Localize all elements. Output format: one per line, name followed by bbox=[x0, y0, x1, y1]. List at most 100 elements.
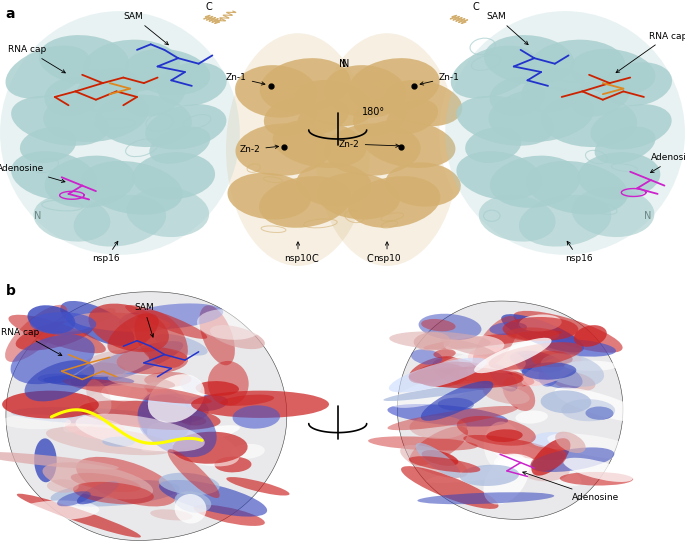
Ellipse shape bbox=[423, 331, 562, 350]
Text: C: C bbox=[366, 254, 373, 264]
Ellipse shape bbox=[197, 309, 262, 340]
Ellipse shape bbox=[295, 80, 373, 126]
Ellipse shape bbox=[11, 151, 97, 200]
Ellipse shape bbox=[519, 195, 611, 247]
Text: Zn-1: Zn-1 bbox=[226, 73, 265, 85]
Ellipse shape bbox=[90, 362, 125, 376]
Ellipse shape bbox=[17, 500, 99, 520]
Ellipse shape bbox=[47, 479, 79, 493]
Ellipse shape bbox=[145, 372, 192, 387]
Ellipse shape bbox=[460, 465, 519, 486]
Ellipse shape bbox=[384, 380, 512, 401]
Ellipse shape bbox=[564, 361, 617, 371]
Ellipse shape bbox=[125, 49, 210, 95]
Ellipse shape bbox=[134, 311, 188, 368]
Ellipse shape bbox=[46, 426, 175, 455]
Ellipse shape bbox=[484, 454, 529, 505]
Ellipse shape bbox=[484, 422, 523, 472]
Ellipse shape bbox=[541, 95, 637, 147]
Ellipse shape bbox=[456, 96, 554, 146]
Ellipse shape bbox=[73, 482, 154, 504]
Ellipse shape bbox=[150, 509, 192, 520]
Ellipse shape bbox=[236, 124, 332, 176]
Ellipse shape bbox=[549, 330, 595, 347]
Text: SAM: SAM bbox=[134, 303, 153, 337]
Text: C: C bbox=[206, 2, 212, 12]
Ellipse shape bbox=[510, 351, 564, 373]
Ellipse shape bbox=[590, 104, 672, 150]
Ellipse shape bbox=[484, 35, 574, 85]
Ellipse shape bbox=[11, 96, 109, 146]
Ellipse shape bbox=[62, 308, 116, 331]
Ellipse shape bbox=[368, 437, 477, 450]
Ellipse shape bbox=[523, 461, 570, 481]
Ellipse shape bbox=[324, 65, 407, 117]
Ellipse shape bbox=[17, 494, 141, 537]
Text: RNA cap: RNA cap bbox=[8, 45, 65, 73]
Ellipse shape bbox=[233, 406, 280, 429]
Ellipse shape bbox=[414, 332, 450, 351]
Text: Zn-2: Zn-2 bbox=[339, 140, 399, 148]
Ellipse shape bbox=[227, 173, 311, 219]
Ellipse shape bbox=[127, 187, 209, 237]
Ellipse shape bbox=[409, 367, 523, 388]
Ellipse shape bbox=[0, 5, 246, 261]
Ellipse shape bbox=[421, 381, 493, 421]
Ellipse shape bbox=[417, 492, 554, 504]
Ellipse shape bbox=[64, 417, 126, 439]
Ellipse shape bbox=[145, 104, 227, 150]
Ellipse shape bbox=[409, 456, 480, 473]
Ellipse shape bbox=[490, 77, 545, 116]
Ellipse shape bbox=[521, 355, 582, 386]
Ellipse shape bbox=[264, 98, 318, 136]
Ellipse shape bbox=[316, 173, 400, 219]
Ellipse shape bbox=[563, 458, 633, 482]
Ellipse shape bbox=[273, 120, 366, 168]
Ellipse shape bbox=[479, 195, 556, 242]
Ellipse shape bbox=[515, 354, 583, 389]
Ellipse shape bbox=[173, 432, 248, 464]
Text: N: N bbox=[339, 59, 346, 69]
Ellipse shape bbox=[148, 374, 205, 423]
Ellipse shape bbox=[260, 58, 351, 113]
Ellipse shape bbox=[27, 305, 75, 334]
Ellipse shape bbox=[2, 391, 99, 418]
Ellipse shape bbox=[419, 314, 482, 340]
Ellipse shape bbox=[77, 481, 119, 504]
Ellipse shape bbox=[125, 305, 208, 339]
Ellipse shape bbox=[490, 156, 580, 208]
Ellipse shape bbox=[185, 395, 228, 412]
Ellipse shape bbox=[71, 341, 184, 387]
Text: a: a bbox=[5, 7, 15, 21]
Ellipse shape bbox=[551, 371, 595, 391]
Text: Zn-1: Zn-1 bbox=[420, 73, 459, 85]
Ellipse shape bbox=[441, 338, 497, 357]
Ellipse shape bbox=[489, 364, 517, 392]
Polygon shape bbox=[397, 301, 623, 519]
Ellipse shape bbox=[503, 377, 535, 411]
Ellipse shape bbox=[439, 5, 685, 261]
Ellipse shape bbox=[486, 429, 523, 442]
Ellipse shape bbox=[231, 444, 265, 459]
Ellipse shape bbox=[76, 68, 140, 112]
Ellipse shape bbox=[409, 356, 459, 383]
Ellipse shape bbox=[410, 416, 467, 439]
Ellipse shape bbox=[595, 126, 656, 164]
Ellipse shape bbox=[296, 162, 372, 207]
Ellipse shape bbox=[133, 152, 215, 199]
Ellipse shape bbox=[411, 349, 443, 365]
Ellipse shape bbox=[0, 11, 240, 255]
Text: N: N bbox=[34, 211, 41, 221]
Ellipse shape bbox=[483, 385, 530, 404]
Ellipse shape bbox=[102, 437, 135, 447]
Ellipse shape bbox=[10, 335, 95, 384]
Ellipse shape bbox=[193, 505, 265, 526]
Ellipse shape bbox=[84, 40, 180, 92]
Ellipse shape bbox=[459, 368, 525, 388]
Text: nsp16: nsp16 bbox=[565, 242, 593, 264]
Ellipse shape bbox=[503, 317, 578, 341]
Ellipse shape bbox=[57, 491, 91, 506]
Ellipse shape bbox=[586, 407, 614, 420]
Ellipse shape bbox=[602, 62, 672, 106]
Ellipse shape bbox=[199, 305, 235, 365]
